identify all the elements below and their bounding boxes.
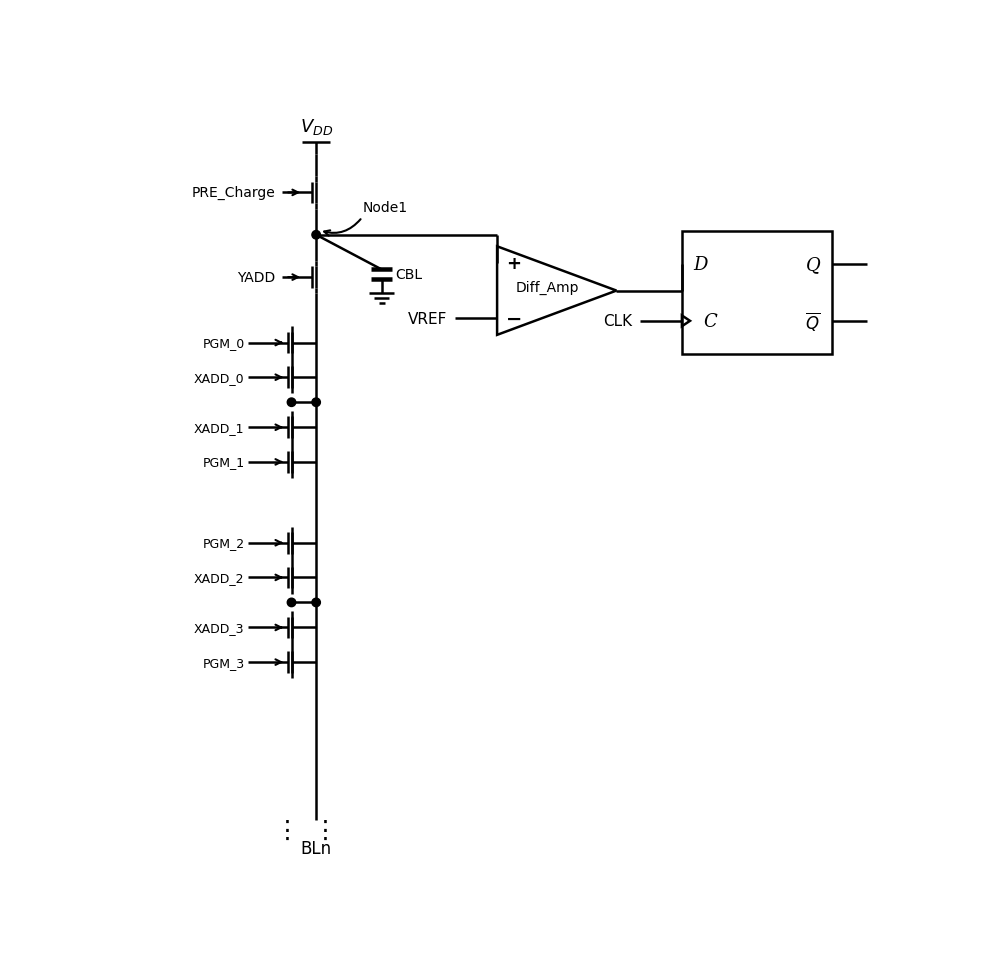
Text: $V_{DD}$: $V_{DD}$	[300, 117, 333, 137]
Text: Node1: Node1	[362, 201, 407, 215]
Text: CLK: CLK	[603, 314, 632, 329]
Text: D: D	[693, 256, 708, 274]
Text: CBL: CBL	[395, 267, 423, 282]
Text: PGM_1: PGM_1	[202, 456, 245, 469]
Text: VREF: VREF	[408, 311, 447, 327]
Text: XADD_1: XADD_1	[194, 422, 245, 434]
Circle shape	[312, 599, 320, 607]
Text: +: +	[506, 255, 521, 273]
Text: XADD_2: XADD_2	[194, 572, 245, 584]
Text: PGM_2: PGM_2	[202, 537, 245, 549]
Text: $\overline{Q}$: $\overline{Q}$	[805, 310, 820, 333]
Text: XADD_3: XADD_3	[194, 621, 245, 635]
Text: XADD_0: XADD_0	[194, 371, 245, 385]
Circle shape	[287, 599, 296, 607]
Text: Q: Q	[806, 256, 820, 274]
Text: −: −	[506, 309, 523, 328]
Circle shape	[312, 232, 320, 239]
Text: C: C	[703, 313, 717, 330]
Text: Diff_Amp: Diff_Amp	[515, 280, 579, 295]
Text: ⋮: ⋮	[313, 818, 338, 842]
Text: YADD: YADD	[237, 270, 275, 285]
Text: ⋮: ⋮	[275, 818, 300, 842]
Text: BLn: BLn	[301, 839, 332, 858]
Bar	[682, 232, 832, 355]
Text: PRE_Charge: PRE_Charge	[192, 186, 275, 201]
Text: PGM_3: PGM_3	[202, 656, 245, 669]
Text: PGM_0: PGM_0	[202, 336, 245, 350]
Circle shape	[312, 398, 320, 407]
Circle shape	[287, 398, 296, 407]
